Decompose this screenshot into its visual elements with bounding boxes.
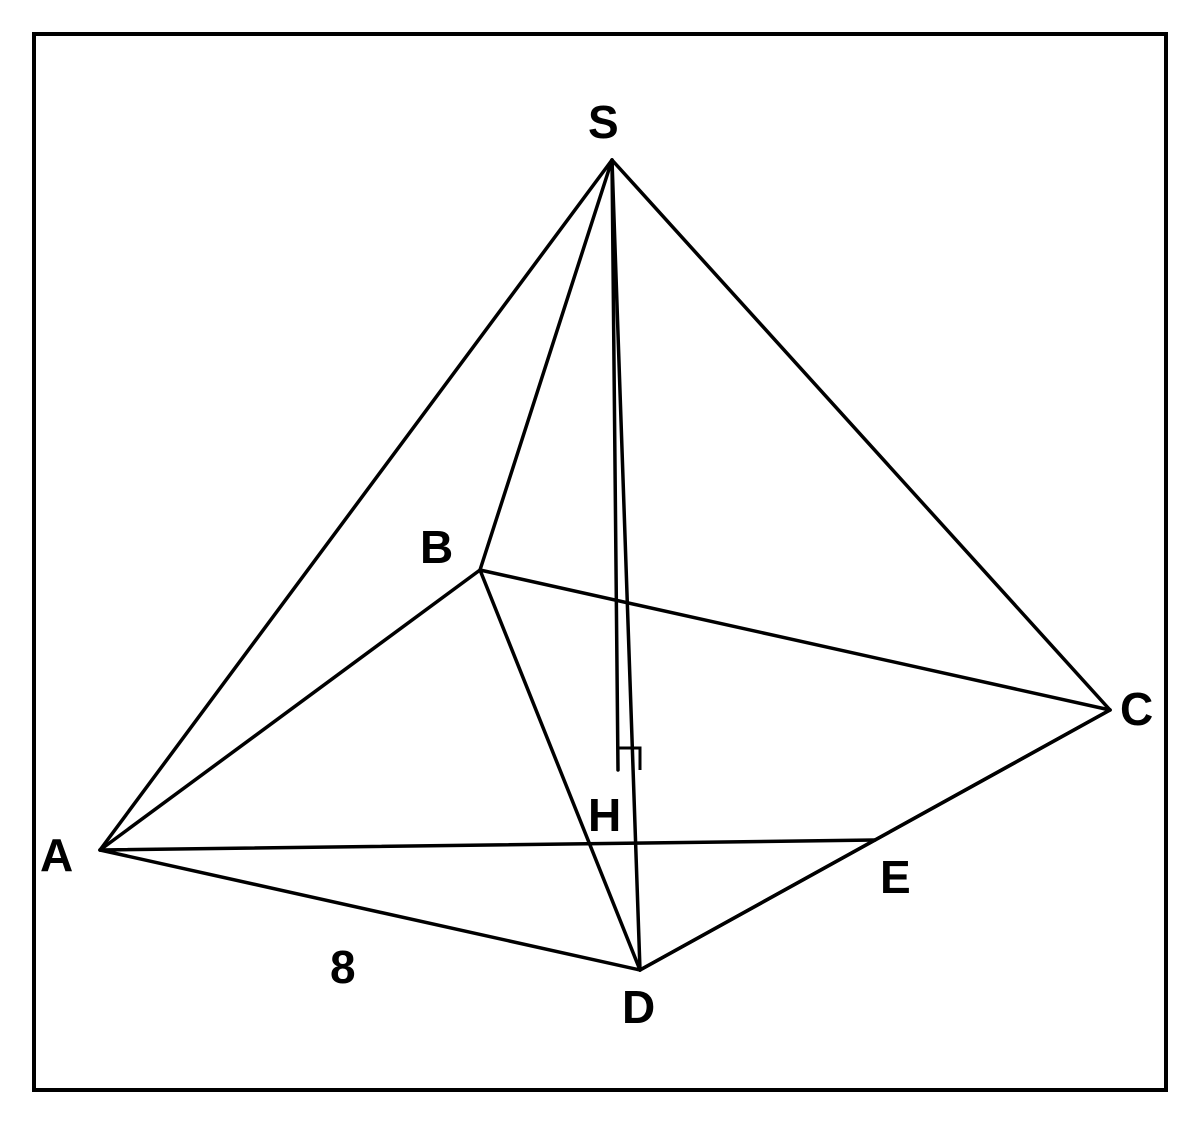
edge-CE (875, 710, 1110, 840)
label-a: A (40, 828, 73, 882)
right-angle-polyline (618, 748, 640, 770)
edges-group (100, 160, 1110, 970)
edge-AB (100, 570, 480, 850)
edge-SA (100, 160, 612, 850)
label-c: C (1120, 682, 1153, 736)
label-edge-length: 8 (330, 940, 356, 994)
pyramid-svg (0, 0, 1200, 1124)
edge-SC (612, 160, 1110, 710)
edge-SB (480, 160, 612, 570)
edge-DE (640, 840, 875, 970)
label-e: E (880, 850, 911, 904)
label-h: H (588, 788, 621, 842)
edge-BC (480, 570, 1110, 710)
edge-DA (100, 850, 640, 970)
label-d: D (622, 980, 655, 1034)
edge-AE (100, 840, 875, 850)
right-angle-marker (618, 748, 640, 770)
label-b: B (420, 520, 453, 574)
label-s: S (588, 95, 619, 149)
